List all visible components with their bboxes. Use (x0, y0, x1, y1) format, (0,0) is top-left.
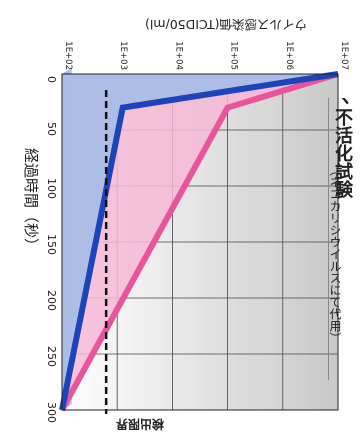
axes: 1E+02 1E+03 1E+04 1E+05 1E+06 1E+07 0 50 100 150 2… (22, 17, 349, 432)
y-tick-label: 1E+03 (118, 41, 128, 70)
title-box: ヽ不活化試験 （ネコカリシウイルスにて代用） (328, 98, 355, 380)
x-axis-title: 経過時間（秒） (22, 148, 40, 253)
y-tick-label: 1E+06 (284, 41, 294, 70)
plot-frame (61, 73, 339, 411)
chart-subtitle: （ネコカリシウイルスにて代用） (328, 164, 342, 344)
x-tick-label: 0 (45, 76, 58, 83)
x-tick-label: 50 (45, 122, 58, 136)
y-tick-label: 1E+04 (173, 41, 183, 70)
x-tick-label: 150 (45, 234, 58, 255)
chart-title: ヽ不活化試験 (332, 98, 353, 198)
series-group (59, 71, 339, 414)
series-1-line (59, 71, 339, 412)
y-axis-title: ウイルス感染価(TCID50/ml) (145, 17, 307, 32)
y-tick-label: 1E+02 (63, 41, 73, 70)
y-tick-label: 1E+07 (339, 41, 349, 70)
series-2-area (62, 74, 338, 410)
detection-limit-label: 検出限界 (116, 417, 164, 432)
y-tick-label: 1E+05 (229, 41, 239, 70)
x-tick-label: 100 (45, 178, 58, 199)
x-tick-label: 250 (45, 346, 58, 367)
x-tick-label: 200 (45, 290, 58, 311)
x-tick-label: 300 (45, 402, 58, 423)
series-1-area (62, 74, 338, 410)
series-2-line (59, 71, 339, 411)
